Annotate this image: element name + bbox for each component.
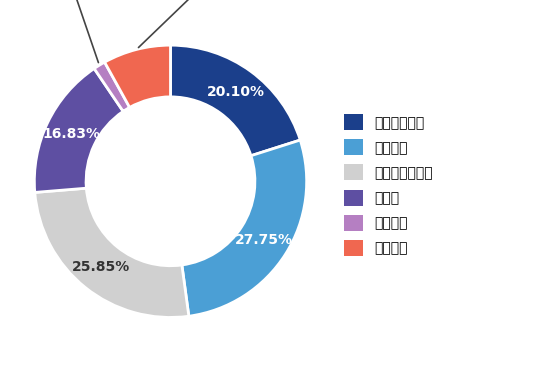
Wedge shape bbox=[182, 140, 307, 316]
Wedge shape bbox=[94, 62, 130, 111]
Text: 20.10%: 20.10% bbox=[207, 85, 265, 99]
Wedge shape bbox=[170, 45, 300, 156]
Text: 1.43%: 1.43% bbox=[51, 0, 98, 63]
Wedge shape bbox=[34, 68, 123, 192]
Text: 25.85%: 25.85% bbox=[72, 260, 130, 274]
Legend: 個人・その他, 金融機関, その他国内法人, 外国人, 証券会社, 自己株式: 個人・その他, 金融機関, その他国内法人, 外国人, 証券会社, 自己株式 bbox=[337, 107, 440, 263]
Text: 8.04%: 8.04% bbox=[139, 0, 233, 47]
Text: 16.83%: 16.83% bbox=[42, 127, 100, 141]
Wedge shape bbox=[35, 188, 189, 317]
Wedge shape bbox=[104, 45, 170, 107]
Text: 27.75%: 27.75% bbox=[235, 233, 293, 247]
